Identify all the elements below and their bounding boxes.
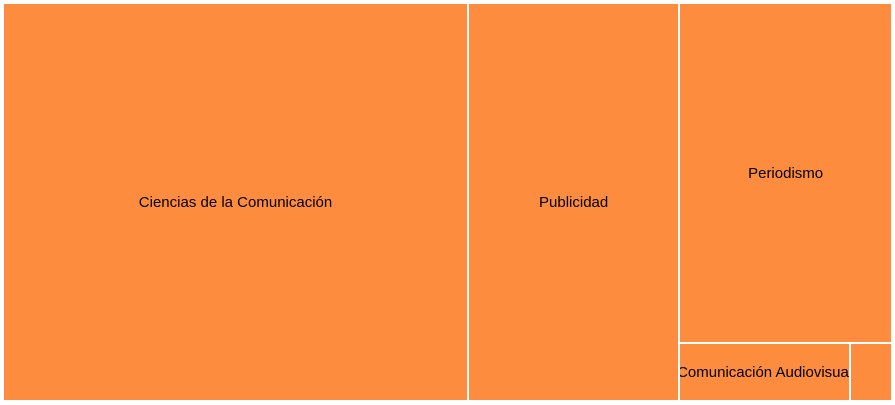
- treemap-cell-label: Publicidad: [539, 193, 609, 211]
- treemap-cell-unlabeled: [850, 343, 892, 401]
- treemap-cell-label: Periodismo: [748, 164, 824, 182]
- treemap-cell-periodismo: Periodismo: [679, 3, 892, 344]
- treemap-cell-comunicacion-audiovisual: Comunicación Audiovisual: [679, 343, 851, 401]
- treemap-cell-ciencias-de-la-comunicacion: Ciencias de la Comunicación: [3, 3, 469, 401]
- treemap-cell-label: Ciencias de la Comunicación: [138, 193, 333, 211]
- treemap-cell-publicidad: Publicidad: [468, 3, 680, 401]
- treemap-cell-label: Comunicación Audiovisual: [679, 363, 851, 381]
- treemap-chart: Ciencias de la Comunicación Publicidad Per…: [3, 3, 892, 401]
